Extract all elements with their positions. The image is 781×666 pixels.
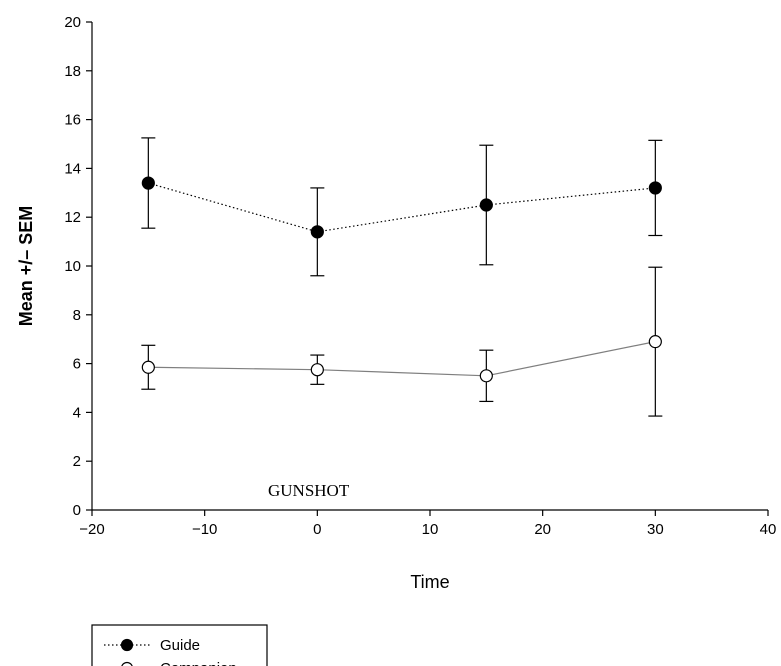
axes: 0 2 4 6 8 10 12 14 16 18 20 −20 −10 0 10 20 30 40: [64, 14, 776, 538]
x-tick-label: 0: [313, 521, 321, 538]
series-layer: [141, 137, 663, 417]
y-tick-label: 0: [73, 502, 81, 519]
guide-point: [479, 198, 493, 212]
x-tick-label: 30: [647, 521, 664, 538]
guide-point: [141, 176, 155, 190]
legend-label-companion: Companion: [160, 660, 237, 666]
y-tick-label: 6: [73, 356, 81, 373]
guide-point: [310, 225, 324, 239]
companion-point: [141, 360, 155, 374]
companion-line: [148, 341, 656, 377]
legend: Guide Companion: [91, 624, 268, 666]
x-tick-label: −10: [192, 521, 217, 538]
companion-point: [479, 369, 493, 383]
y-tick-label: 8: [73, 307, 81, 324]
y-tick-label: 12: [64, 209, 81, 226]
x-axis-label: Time: [410, 572, 449, 592]
y-tick-label: 2: [73, 453, 81, 470]
legend-marker-companion: [121, 661, 133, 666]
y-tick-label: 18: [64, 63, 81, 80]
x-tick-label: 20: [534, 521, 551, 538]
legend-marker-guide: [120, 638, 134, 652]
guide-point: [648, 181, 662, 195]
y-tick-label: 14: [64, 160, 81, 177]
gunshot-annotation: GUNSHOT: [268, 481, 350, 500]
companion-point: [310, 363, 324, 377]
x-tick-label: −20: [79, 521, 104, 538]
x-tick-label: 40: [760, 521, 777, 538]
companion-point: [648, 335, 662, 349]
y-axis-label: Mean +/– SEM: [16, 206, 36, 327]
legend-label-guide: Guide: [160, 637, 200, 654]
y-tick-label: 4: [73, 404, 81, 421]
y-tick-label: 16: [64, 112, 81, 129]
y-tick-label: 10: [64, 258, 81, 275]
guide-line: [148, 182, 656, 233]
x-tick-label: 10: [422, 521, 439, 538]
y-tick-label: 20: [64, 14, 81, 31]
